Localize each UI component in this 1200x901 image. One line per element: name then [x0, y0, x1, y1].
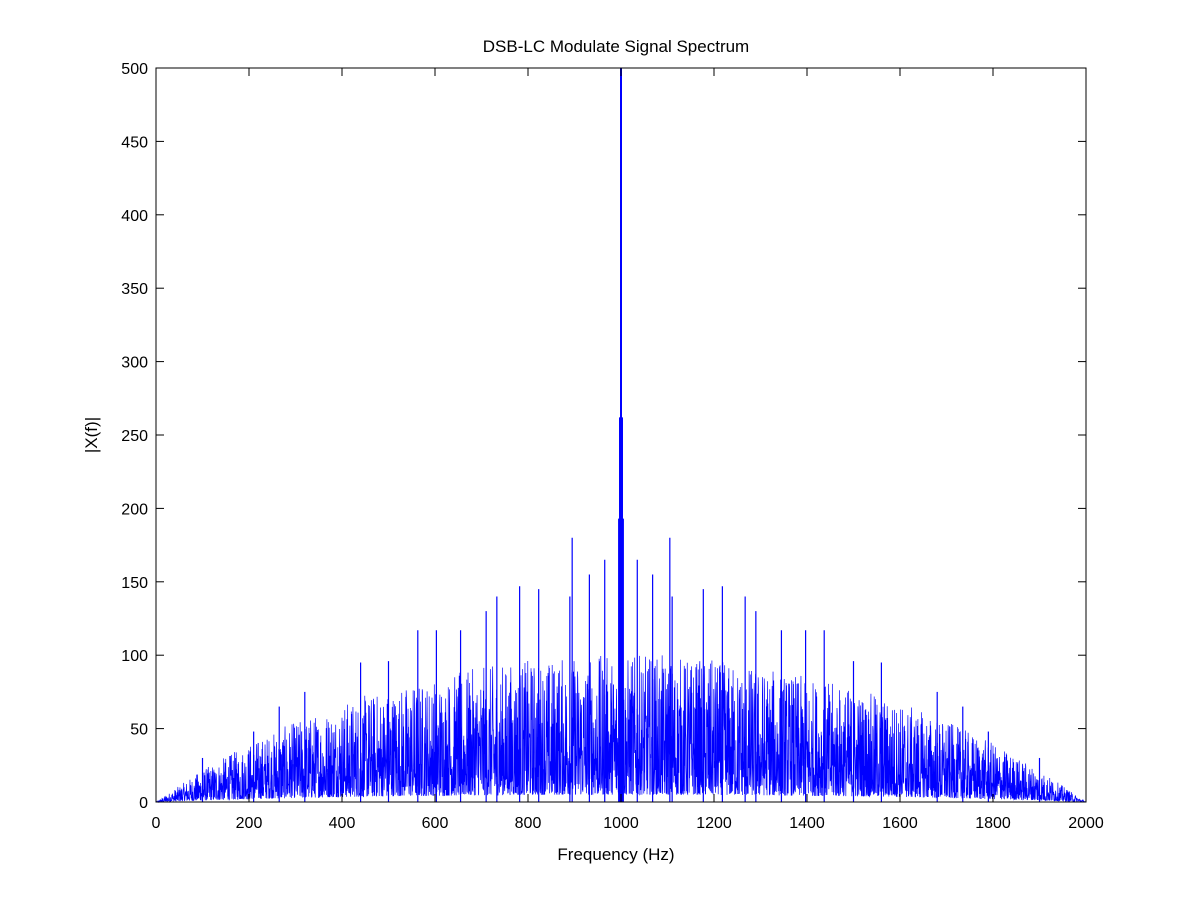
x-tick-label: 200	[236, 815, 263, 832]
y-tick-label: 350	[121, 281, 148, 298]
y-tick-label: 300	[121, 355, 148, 372]
x-tick-label: 800	[515, 815, 542, 832]
chart-title: DSB-LC Modulate Signal Spectrum	[483, 37, 749, 56]
x-tick-label: 1200	[696, 815, 732, 832]
y-tick-label: 50	[130, 722, 148, 739]
x-tick-label: 2000	[1068, 815, 1104, 832]
x-tick-label: 0	[152, 815, 161, 832]
x-axis-label: Frequency (Hz)	[557, 845, 674, 864]
y-tick-label: 400	[121, 208, 148, 225]
y-tick-label: 150	[121, 575, 148, 592]
x-tick-label: 600	[422, 815, 449, 832]
y-tick-label: 450	[121, 134, 148, 151]
y-tick-label: 250	[121, 428, 148, 445]
x-tick-label: 1800	[975, 815, 1011, 832]
y-axis-label: |X(f)|	[82, 417, 101, 453]
y-tick-label: 500	[121, 61, 148, 78]
x-tick-label: 1400	[789, 815, 825, 832]
y-tick-label: 0	[139, 795, 148, 812]
x-tick-label: 1600	[882, 815, 918, 832]
y-tick-label: 100	[121, 648, 148, 665]
axis-ticks: 0 200 400 600 800 1000 1200 1400 1600 1800 2000 0 50…	[121, 61, 1104, 832]
spectrum-trace	[155, 68, 1087, 804]
y-tick-label: 200	[121, 501, 148, 518]
x-tick-label: 400	[329, 815, 356, 832]
x-tick-label: 1000	[603, 815, 639, 832]
